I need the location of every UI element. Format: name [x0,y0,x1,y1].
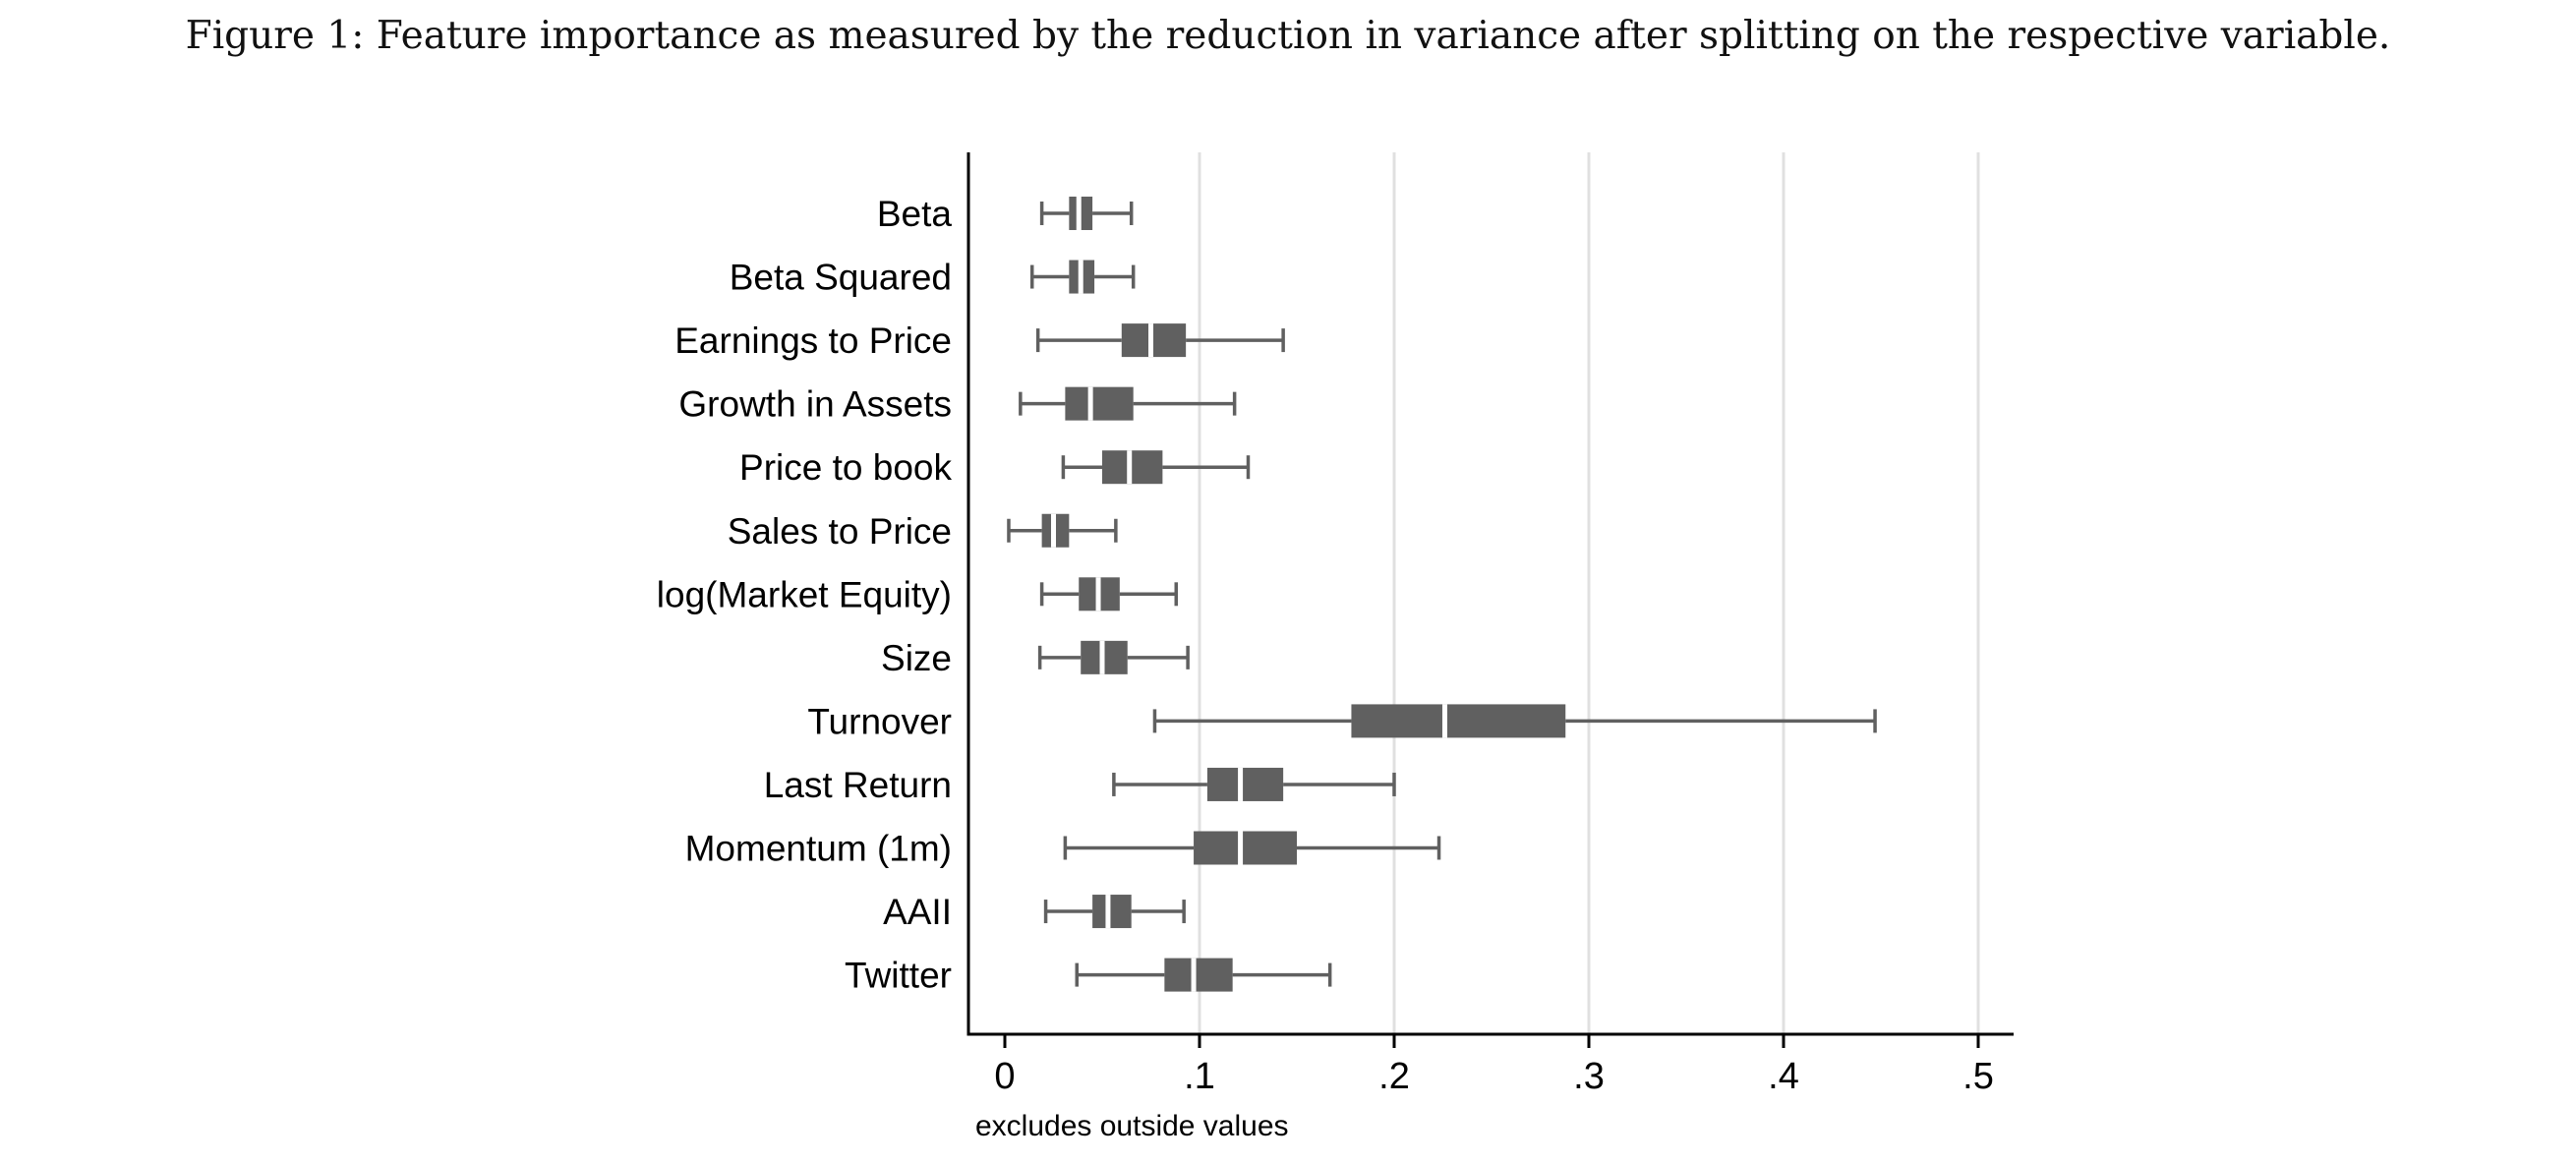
box-row [1152,704,1877,738]
iqr-box [1102,450,1163,485]
iqr-box [1194,831,1297,865]
category-label: Sales to Price [728,511,952,552]
box-row [1112,767,1396,801]
box-row [1007,513,1118,548]
iqr-box [1164,958,1233,992]
iqr-box [1351,704,1566,738]
x-tick-label: .1 [1184,1056,1215,1097]
box-row [1037,640,1190,674]
category-label: AAII [883,892,952,932]
x-tick-labels: 0 .1 .2 .3 .4 .5 [994,1056,1993,1097]
box-row [1043,895,1186,929]
category-label: Last Return [764,765,952,805]
category-label: Growth in Assets [678,384,952,425]
box-row [1075,958,1332,992]
box-row [1063,831,1441,865]
box-row [1035,323,1285,358]
box-row [1039,197,1134,230]
boxes [1007,197,1877,992]
x-tick-label: 0 [994,1056,1015,1097]
iqr-box [1065,386,1134,421]
x-tick-label: .3 [1573,1056,1605,1097]
box-row [1029,260,1136,294]
category-labels: Beta Beta Squared Earnings to Price Growth … [657,194,953,996]
iqr-box [1092,895,1132,929]
chart-note: excludes outside values [975,1110,1289,1142]
category-label: Price to book [739,447,952,488]
category-label: Momentum (1m) [685,829,952,869]
category-label: log(Market Equity) [657,574,952,614]
category-label: Twitter [845,956,952,996]
category-label: Size [881,638,952,678]
x-tick-label: .5 [1962,1056,1994,1097]
category-label: Earnings to Price [674,320,952,361]
x-tick-label: .2 [1378,1056,1410,1097]
iqr-box [1206,767,1284,801]
category-label: Turnover [807,701,952,741]
box-row [1061,450,1251,485]
figure-caption: Figure 1: Feature importance as measured… [185,14,2391,58]
category-label: Beta [877,194,953,234]
box-row [1019,386,1237,421]
box-row [1039,577,1178,611]
category-label: Beta Squared [730,258,952,298]
x-tick-label: .4 [1768,1056,1799,1097]
grid-lines [1198,152,1980,1034]
iqr-box [1121,323,1187,358]
axes [966,152,2014,1048]
